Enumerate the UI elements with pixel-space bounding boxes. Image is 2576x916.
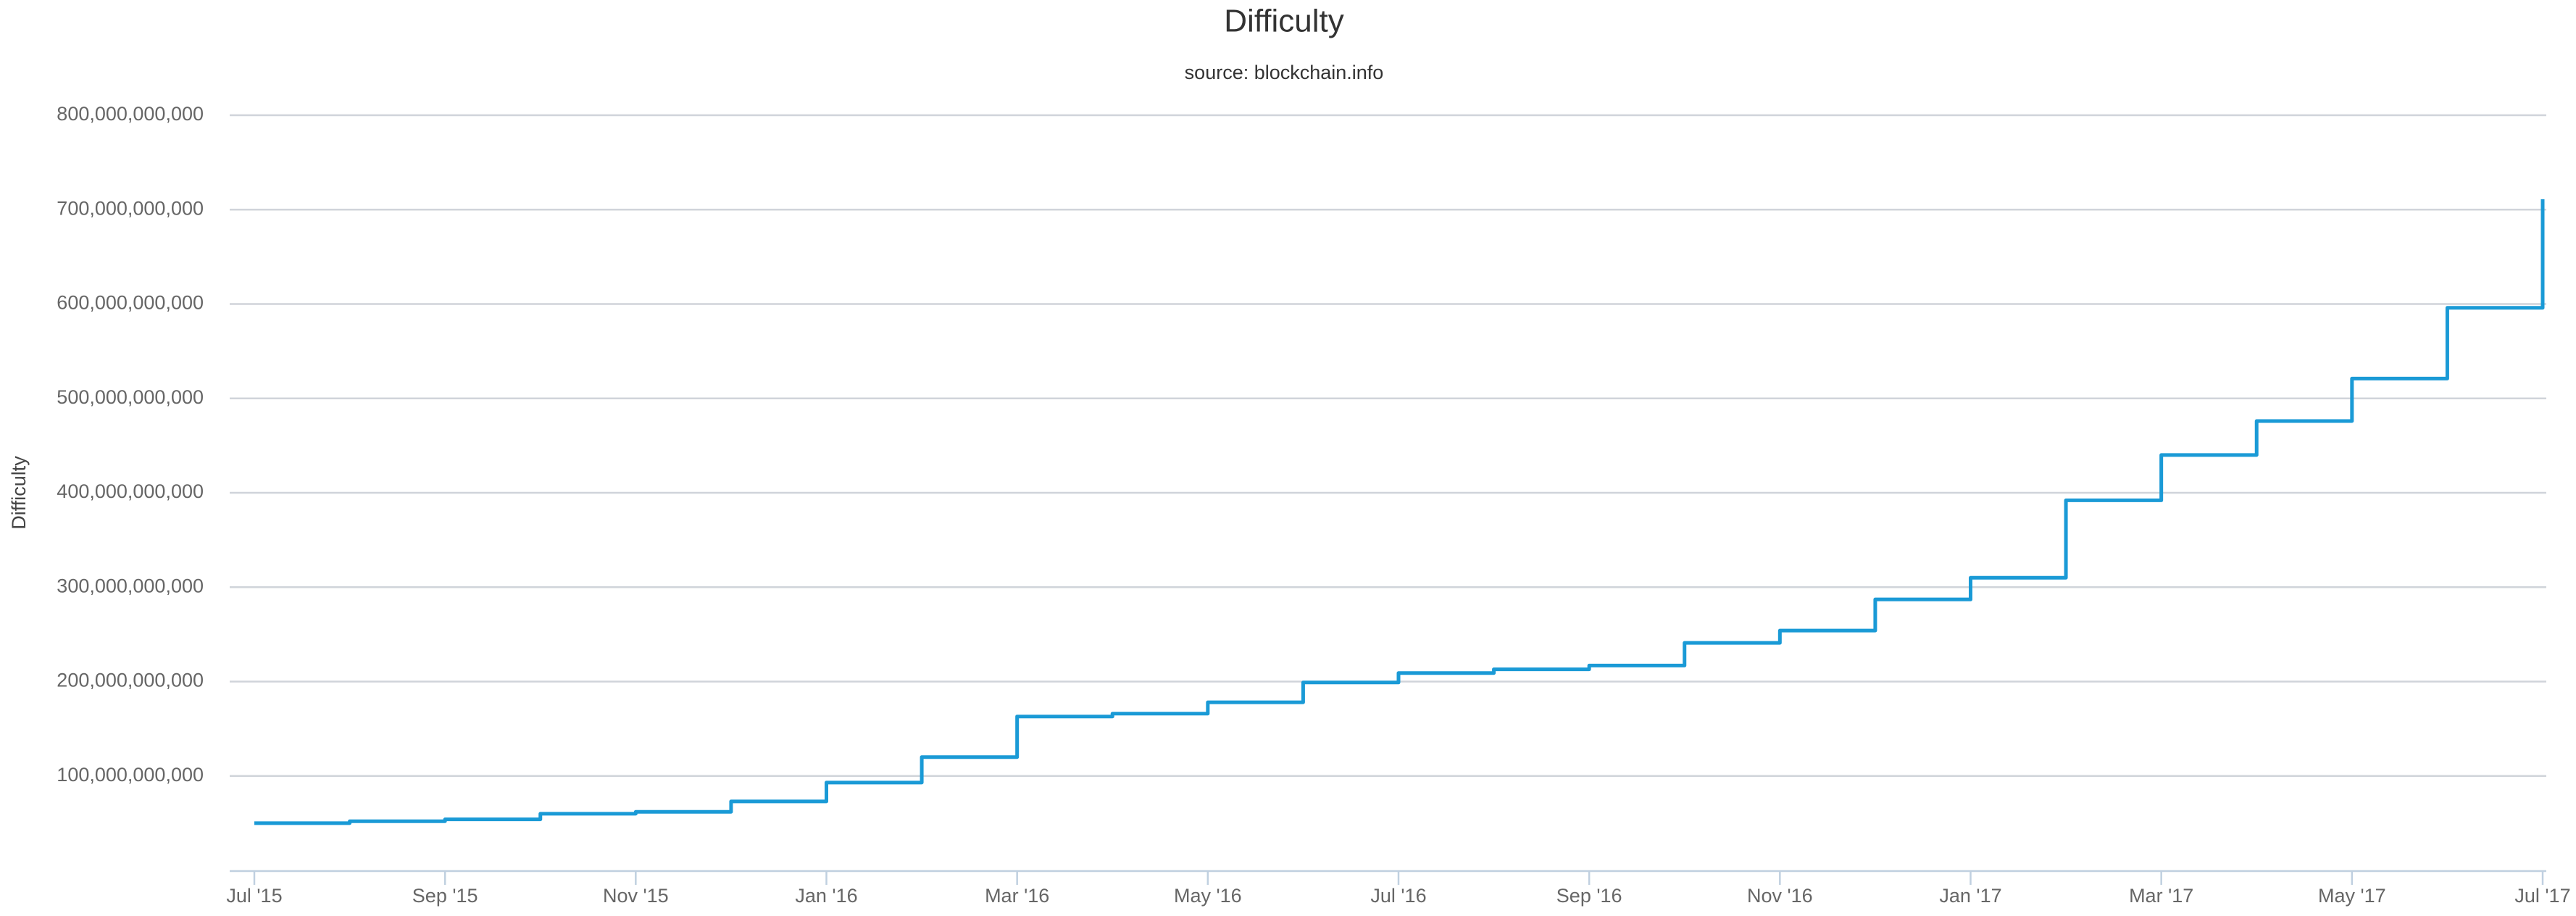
x-tick-label: May '17 [2318,885,2386,907]
x-tick-label: Jan '17 [1939,885,2001,907]
y-tick-label: 600,000,000,000 [57,292,204,314]
y-tick-label: 100,000,000,000 [57,764,204,786]
x-tick-label: Jul '15 [226,885,282,907]
y-tick-label: 300,000,000,000 [57,575,204,596]
x-tick-label: Jul '16 [1370,885,1426,907]
y-tick-label: 800,000,000,000 [57,103,204,125]
data-line [254,199,2545,825]
x-tick-label: Nov '15 [603,885,669,907]
x-tick-label: Nov '16 [1747,885,1813,907]
x-tick-label: Sep '15 [412,885,478,907]
y-tick-label: 400,000,000,000 [57,480,204,502]
y-tick-label: 500,000,000,000 [57,386,204,408]
x-tick-label: Jan '16 [795,885,857,907]
y-axis-label: Difficulty [8,456,30,530]
x-tick-label: Jul '17 [2514,885,2570,907]
x-tick-label: Mar '17 [2129,885,2193,907]
chart-title: Difficulty [1224,4,1343,39]
chart-subtitle: source: blockchain.info [1185,62,1384,83]
y-tick-label: 700,000,000,000 [57,197,204,219]
x-tick-label: May '16 [1174,885,1242,907]
x-tick-label: Sep '16 [1556,885,1622,907]
y-tick-label: 200,000,000,000 [57,670,204,691]
x-tick-label: Mar '16 [985,885,1049,907]
